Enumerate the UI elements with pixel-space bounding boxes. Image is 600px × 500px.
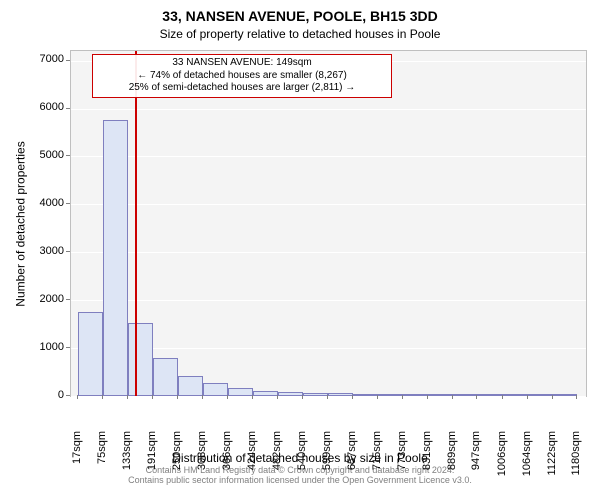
histogram-plot-area [70, 50, 587, 397]
subject-property-refline [135, 51, 137, 396]
y-tick-label: 3000 [24, 245, 64, 257]
gridline [71, 204, 586, 205]
y-tick-label: 1000 [24, 341, 64, 353]
x-tick-mark [177, 395, 178, 399]
histogram-bar [153, 358, 178, 396]
histogram-bar [253, 391, 278, 396]
gridline [71, 396, 586, 397]
chart-title: 33, NANSEN AVENUE, POOLE, BH15 3DD [0, 8, 600, 24]
y-tick-mark [66, 347, 70, 348]
x-tick-label: 17sqm [71, 431, 83, 481]
chart-subtitle: Size of property relative to detached ho… [0, 27, 600, 41]
y-tick-mark [66, 203, 70, 204]
histogram-bar [553, 394, 578, 396]
x-tick-label: 308sqm [196, 431, 208, 481]
x-tick-mark [127, 395, 128, 399]
x-tick-mark [576, 395, 577, 399]
histogram-bar [503, 394, 528, 396]
histogram-bar [228, 388, 253, 396]
histogram-bar [78, 312, 103, 396]
histogram-bar [203, 383, 228, 396]
histogram-bar [453, 394, 478, 396]
y-tick-label: 0 [24, 389, 64, 401]
x-tick-label: 889sqm [446, 431, 458, 481]
x-tick-mark [302, 395, 303, 399]
annotation-line: 25% of semi-detached houses are larger (… [99, 82, 385, 95]
histogram-bar [428, 394, 453, 396]
x-tick-label: 191sqm [146, 431, 158, 481]
histogram-bar [378, 394, 403, 396]
subject-property-annotation: 33 NANSEN AVENUE: 149sqm← 74% of detache… [92, 54, 392, 98]
y-tick-mark [66, 60, 70, 61]
y-tick-label: 4000 [24, 197, 64, 209]
x-tick-label: 424sqm [246, 431, 258, 481]
x-tick-label: 366sqm [221, 431, 233, 481]
x-tick-label: 773sqm [396, 431, 408, 481]
gridline [71, 109, 586, 110]
x-tick-mark [77, 395, 78, 399]
y-tick-mark [66, 155, 70, 156]
x-tick-mark [552, 395, 553, 399]
gridline [71, 156, 586, 157]
histogram-bar [128, 323, 153, 396]
y-tick-mark [66, 251, 70, 252]
x-tick-label: 75sqm [96, 431, 108, 481]
x-tick-label: 540sqm [296, 431, 308, 481]
x-tick-mark [452, 395, 453, 399]
gridline [71, 252, 586, 253]
histogram-bar [303, 393, 328, 396]
histogram-bar [477, 394, 502, 396]
annotation-line: ← 74% of detached houses are smaller (8,… [99, 70, 385, 83]
x-tick-mark [252, 395, 253, 399]
x-tick-mark [102, 395, 103, 399]
x-tick-label: 947sqm [470, 431, 482, 481]
x-tick-mark [327, 395, 328, 399]
x-tick-mark [202, 395, 203, 399]
x-tick-label: 1064sqm [521, 431, 533, 481]
x-tick-mark [277, 395, 278, 399]
histogram-bar [328, 393, 353, 396]
histogram-bar [103, 120, 128, 396]
y-tick-label: 6000 [24, 101, 64, 113]
figure-container: { "title": "33, NANSEN AVENUE, POOLE, BH… [0, 0, 600, 500]
x-tick-mark [427, 395, 428, 399]
histogram-bar [353, 394, 378, 396]
histogram-bar [403, 394, 428, 396]
y-tick-label: 7000 [24, 53, 64, 65]
x-tick-label: 250sqm [171, 431, 183, 481]
y-tick-mark [66, 299, 70, 300]
x-tick-mark [527, 395, 528, 399]
y-tick-label: 2000 [24, 293, 64, 305]
x-tick-label: 1180sqm [570, 431, 582, 481]
y-tick-mark [66, 395, 70, 396]
x-tick-mark [352, 395, 353, 399]
x-tick-label: 133sqm [121, 431, 133, 481]
x-tick-label: 831sqm [421, 431, 433, 481]
histogram-bar [528, 394, 553, 396]
y-tick-label: 5000 [24, 149, 64, 161]
x-tick-mark [152, 395, 153, 399]
x-tick-label: 1006sqm [496, 431, 508, 481]
x-tick-label: 482sqm [271, 431, 283, 481]
x-tick-mark [377, 395, 378, 399]
histogram-bar [178, 376, 203, 396]
x-tick-label: 715sqm [371, 431, 383, 481]
histogram-bar [278, 392, 303, 396]
x-tick-label: 1122sqm [546, 431, 558, 481]
y-tick-mark [66, 108, 70, 109]
x-tick-mark [502, 395, 503, 399]
gridline [71, 300, 586, 301]
x-tick-label: 657sqm [346, 431, 358, 481]
x-tick-mark [227, 395, 228, 399]
annotation-line: 33 NANSEN AVENUE: 149sqm [99, 57, 385, 70]
x-tick-mark [402, 395, 403, 399]
x-tick-label: 599sqm [321, 431, 333, 481]
x-tick-mark [476, 395, 477, 399]
